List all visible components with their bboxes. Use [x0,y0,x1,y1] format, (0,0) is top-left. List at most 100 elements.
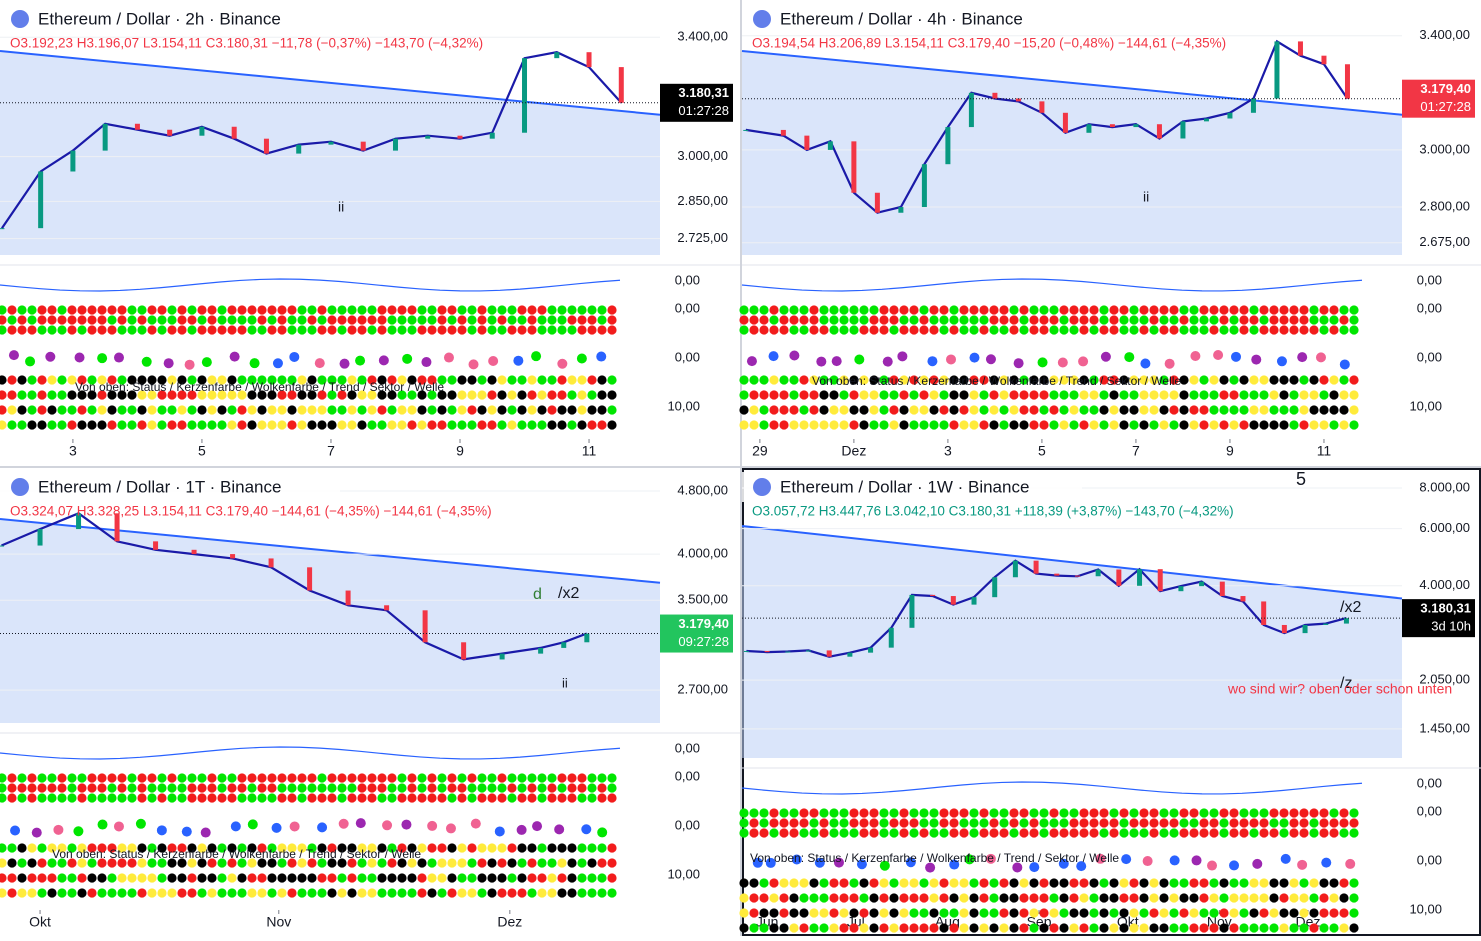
signal-dot [1297,859,1308,870]
indicator-dot [257,873,267,883]
indicator-dot [1349,315,1359,325]
indicator-dot [557,325,567,335]
indicator-dot [739,828,749,838]
indicator-dot [1199,405,1209,415]
pane-tick-label: 0,00 [675,300,700,315]
indicator-dot [1129,325,1139,335]
indicator-dot [217,793,227,803]
indicator-dot [307,325,317,335]
indicator-dot [307,793,317,803]
indicator-dot [327,873,337,883]
indicator-dot [939,808,949,818]
indicator-dot [207,873,217,883]
indicator-dot [1219,923,1229,933]
indicator-dot [749,828,759,838]
indicator-dot [27,843,37,853]
indicator-dot [979,325,989,335]
signal-dot [1142,856,1153,867]
indicator-dot [949,828,959,838]
indicator-dot [869,908,879,918]
indicator-dot [77,888,87,898]
indicator-dot [97,858,107,868]
indicator-dot [127,873,137,883]
indicator-dot [567,305,577,315]
indicator-dot [147,843,157,853]
indicator-dot [537,420,547,430]
signal-dot [230,821,241,832]
indicator-dot [1299,405,1309,415]
indicator-dot [197,420,207,430]
indicator-dot [127,315,137,325]
indicator-dot [989,878,999,888]
indicator-dot [1289,315,1299,325]
candle-body [806,650,812,652]
indicator-dot [1119,390,1129,400]
signal-dot [531,351,542,362]
indicator-dot [327,783,337,793]
signal-dot [831,356,842,367]
indicator-dot [1269,878,1279,888]
indicator-dot [597,843,607,853]
indicator-dot [367,888,377,898]
x-tick-label: 9 [456,443,464,459]
indicator-dot [1279,420,1289,430]
indicator-dot [1079,420,1089,430]
indicator-dot [1349,923,1359,933]
indicator-dot [1099,325,1109,335]
header-bg [742,472,1082,502]
indicator-dot [527,888,537,898]
indicator-dot [337,783,347,793]
indicator-dot [959,808,969,818]
indicator-dot [1279,878,1289,888]
indicator-dot [869,893,879,903]
indicator-dot [1059,420,1069,430]
indicator-dot [367,783,377,793]
indicator-dot [447,888,457,898]
indicator-dot [357,793,367,803]
indicator-dot [989,315,999,325]
indicator-dot [127,325,137,335]
x-tick-label: 3 [69,443,77,459]
indicator-dot [769,828,779,838]
indicator-dot [367,858,377,868]
indicator-dot [17,873,27,883]
indicator-dot [1269,390,1279,400]
indicator-dot [317,420,327,430]
indicator-dot [789,325,799,335]
indicator-dot [1119,828,1129,838]
indicator-dot [97,783,107,793]
y-tick-label: 1.450,00 [1419,720,1470,735]
candle-body [971,597,977,605]
indicator-dot [147,888,157,898]
candle-body [945,127,951,165]
annotation: /x2 [1340,599,1361,616]
indicator-dot [57,873,67,883]
indicator-dot [1039,420,1049,430]
indicator-dot [147,873,157,883]
symbol-icon [11,10,29,28]
indicator-dot [607,873,617,883]
indicator-dot [607,390,617,400]
indicator-dot [347,325,357,335]
candle-body [1074,575,1080,577]
y-tick-label: 3.000,00 [677,148,728,163]
indicator-dot [0,315,7,325]
indicator-dot [1159,405,1169,415]
annotation: 5 [1296,469,1306,489]
chart-title: Ethereum / Dollar · 2h · Binance [38,9,281,28]
indicator-dot [417,888,427,898]
indicator-dot [567,773,577,783]
indicator-dot [999,390,1009,400]
indicator-dot [317,325,327,335]
indicator-dot [1319,420,1329,430]
indicator-dot [247,405,257,415]
signal-dot [596,351,607,362]
indicator-dot [1159,908,1169,918]
indicator-dot [849,893,859,903]
indicator-dot [417,420,427,430]
signal-dot [1100,351,1111,362]
price-badge [1402,79,1475,118]
indicator-dot [97,773,107,783]
indicator-dot [427,793,437,803]
indicator-dot [567,843,577,853]
